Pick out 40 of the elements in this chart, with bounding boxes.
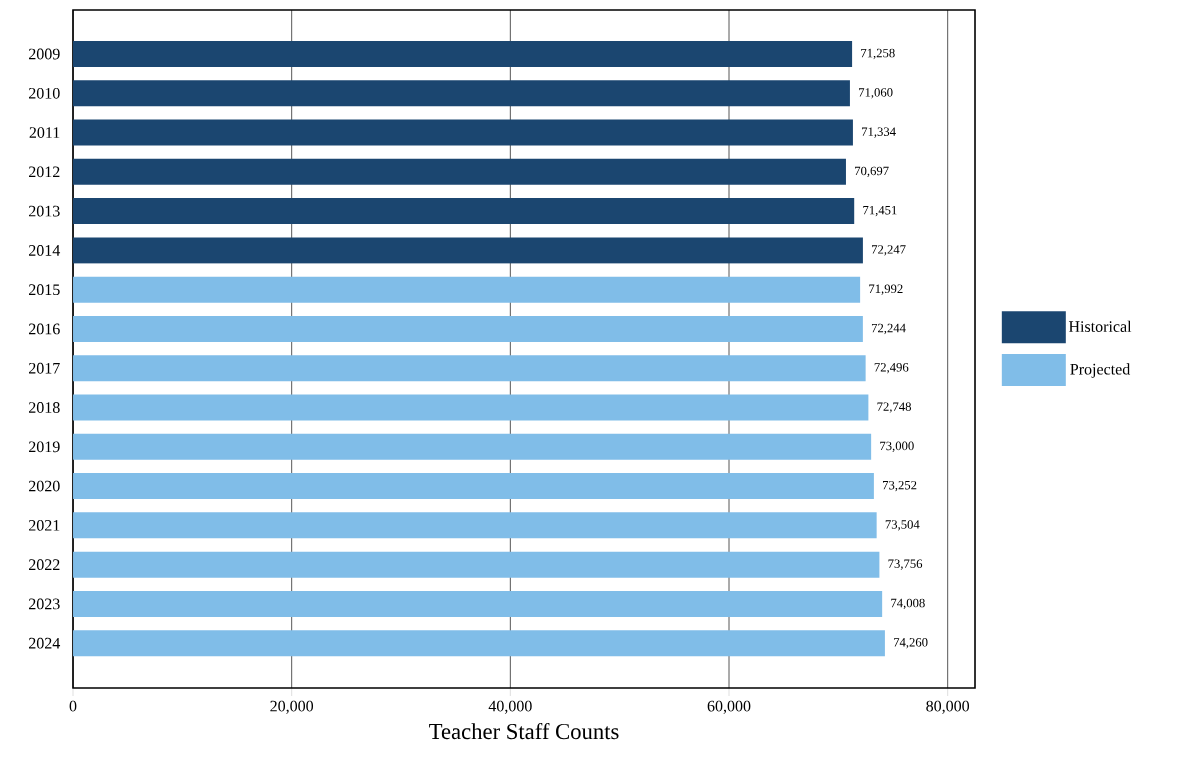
y-tick-label: 2009 — [29, 48, 60, 60]
y-tick-label: 2016 — [29, 323, 60, 335]
data-label: 71,451 — [863, 205, 897, 217]
data-label: 74,008 — [891, 598, 925, 610]
data-label: 72,244 — [871, 323, 906, 335]
x-axis-title: Teacher Staff Counts — [429, 722, 619, 740]
data-label: 73,252 — [883, 480, 917, 492]
y-tick-label: 2021 — [29, 519, 60, 531]
y-tick-label: 2011 — [29, 127, 60, 138]
data-label: 74,260 — [894, 638, 928, 649]
y-tick-label: 2010 — [29, 87, 60, 99]
data-label: 73,756 — [888, 559, 923, 570]
y-tick-label: 2012 — [29, 166, 60, 178]
y-tick-label: 2023 — [29, 598, 60, 610]
x-tick-label: 20,000 — [270, 700, 314, 714]
data-label: 72,247 — [872, 245, 906, 256]
x-tick-label: 60,000 — [707, 700, 751, 714]
y-tick-label: 2015 — [29, 284, 60, 296]
legend-label: Historical — [1068, 320, 1132, 332]
data-label: 71,060 — [859, 88, 893, 99]
x-tick-label: 40,000 — [488, 700, 532, 714]
data-label: 71,334 — [862, 127, 896, 138]
y-tick-label: 2020 — [29, 480, 60, 492]
y-tick-label: 2018 — [29, 402, 60, 413]
x-tick-label: 80,000 — [926, 700, 970, 714]
data-label: 70,697 — [855, 166, 889, 178]
data-label: 73,504 — [885, 520, 920, 531]
data-label: 72,496 — [874, 363, 909, 374]
data-label: 71,992 — [869, 284, 903, 295]
y-tick-label: 2013 — [29, 205, 60, 217]
data-label: 71,258 — [861, 48, 895, 60]
data-label: 72,748 — [877, 402, 912, 413]
data-label: 73,000 — [880, 441, 914, 452]
y-tick-label: 2022 — [29, 559, 60, 571]
y-tick-label: 2024 — [29, 637, 61, 649]
x-tick-label: 0 — [69, 700, 77, 712]
y-tick-label: 2014 — [29, 245, 61, 256]
y-tick-label: 2017 — [29, 362, 60, 374]
legend-label: Projected — [1070, 363, 1131, 378]
y-tick-label: 2019 — [29, 441, 60, 453]
